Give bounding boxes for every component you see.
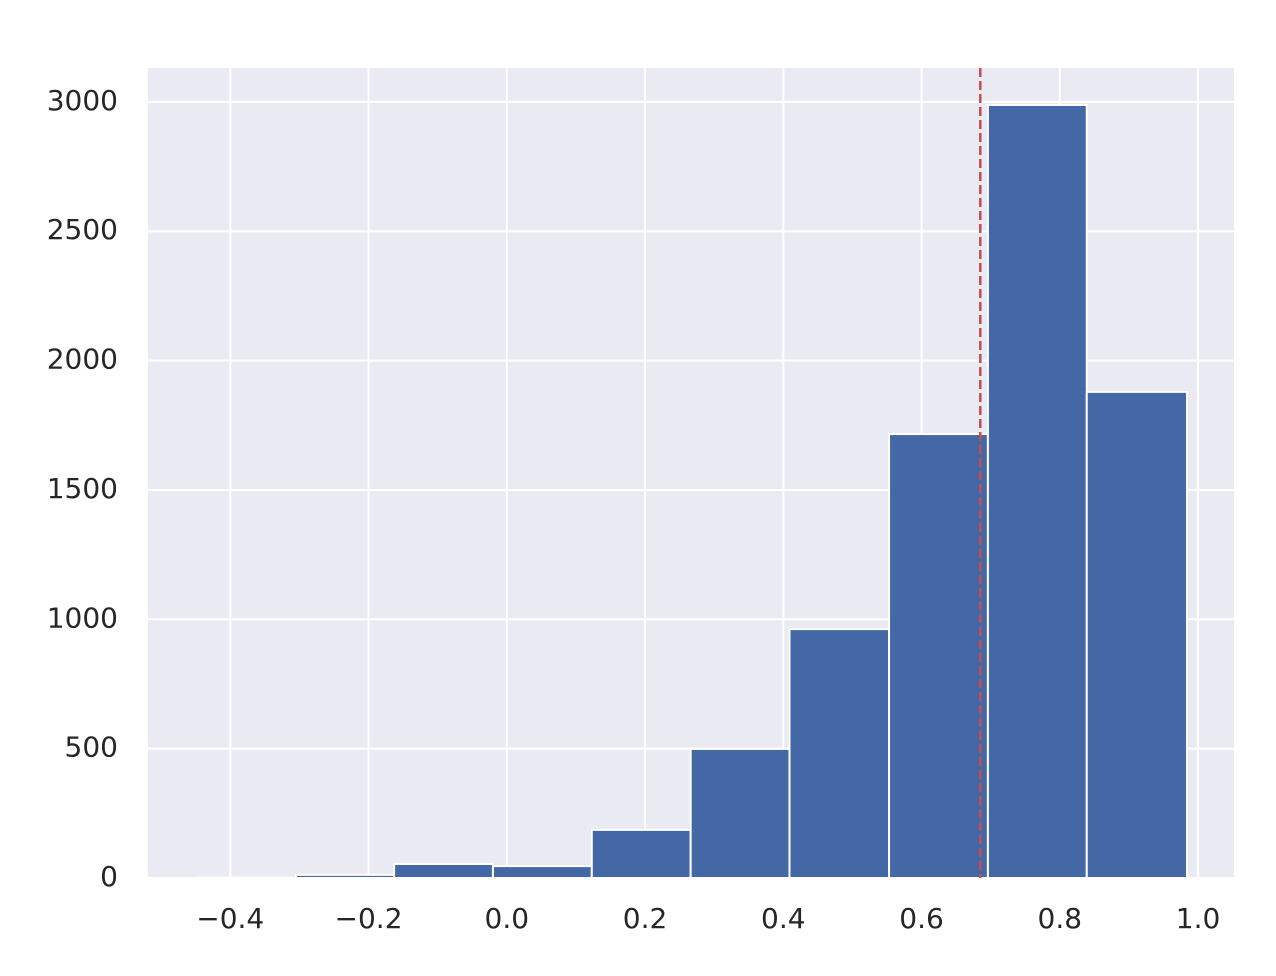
bar	[196, 876, 297, 880]
x-tick-label: 0.8	[1038, 902, 1083, 935]
x-tick-label: 0.6	[899, 902, 944, 935]
bar	[788, 628, 891, 879]
y-tick-label: 3000	[47, 84, 118, 117]
x-tick-label: 0.2	[623, 902, 668, 935]
bar	[1085, 390, 1188, 879]
x-tick-label: −0.2	[335, 902, 403, 935]
bar	[491, 865, 593, 880]
x-tick-label: 0.0	[485, 902, 530, 935]
bar	[986, 103, 1088, 879]
bar	[689, 747, 791, 879]
x-tick-label: −0.4	[196, 902, 264, 935]
bar	[590, 828, 692, 879]
x-tick-label: 0.4	[761, 902, 806, 935]
y-tick-label: 2000	[47, 343, 118, 376]
x-tick-label: 1.0	[1176, 902, 1221, 935]
y-tick-label: 500	[65, 731, 118, 764]
bar	[294, 873, 396, 880]
y-tick-label: 0	[100, 860, 118, 893]
bar	[393, 863, 494, 880]
y-tick-label: 1000	[47, 601, 118, 634]
y-tick-label: 1500	[47, 472, 118, 505]
bar	[888, 433, 989, 879]
y-tick-label: 2500	[47, 213, 118, 246]
